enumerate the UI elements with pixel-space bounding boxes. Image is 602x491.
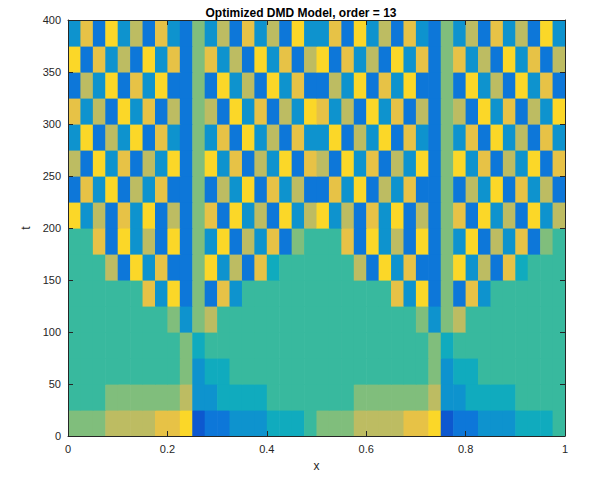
svg-text:50: 50	[49, 378, 61, 390]
svg-text:400: 400	[43, 14, 61, 26]
svg-text:0.2: 0.2	[160, 443, 175, 455]
svg-text:150: 150	[43, 274, 61, 286]
svg-text:1: 1	[562, 443, 568, 455]
svg-text:200: 200	[43, 222, 61, 234]
svg-text:Optimized DMD Model, order = 1: Optimized DMD Model, order = 13	[205, 6, 396, 20]
svg-text:0: 0	[55, 430, 61, 442]
svg-text:0: 0	[65, 443, 71, 455]
svg-text:100: 100	[43, 326, 61, 338]
svg-text:x: x	[314, 459, 320, 473]
svg-text:350: 350	[43, 66, 61, 78]
svg-text:0.4: 0.4	[259, 443, 274, 455]
svg-text:300: 300	[43, 118, 61, 130]
svg-text:0.8: 0.8	[458, 443, 473, 455]
svg-text:250: 250	[43, 170, 61, 182]
svg-text:t: t	[19, 226, 33, 230]
svg-text:0.6: 0.6	[359, 443, 374, 455]
